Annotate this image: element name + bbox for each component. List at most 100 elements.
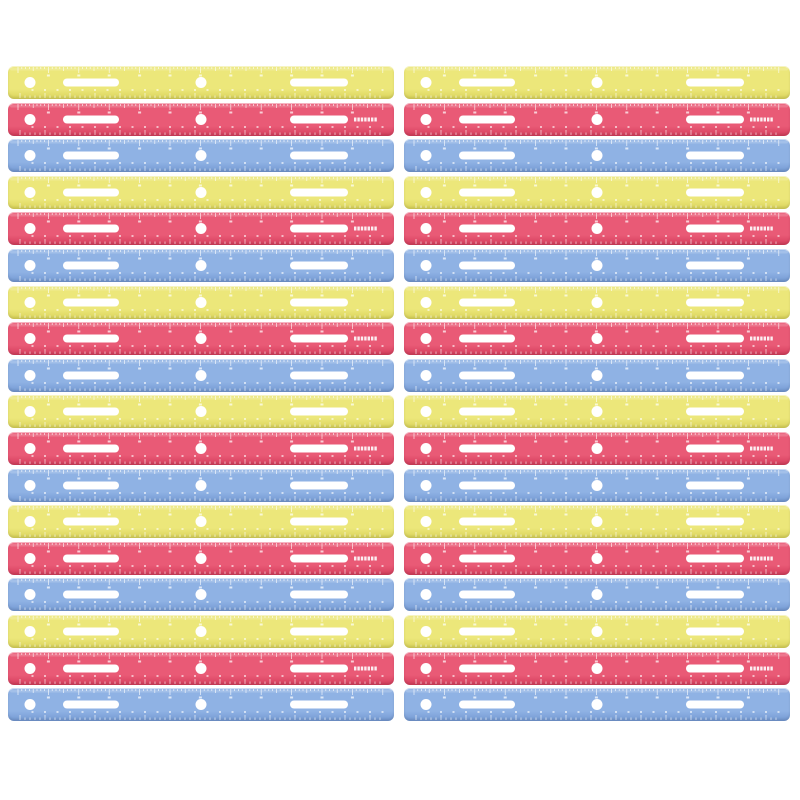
binder-slot <box>686 78 744 87</box>
binder-slot <box>290 700 348 709</box>
binder-slot <box>686 481 744 490</box>
ruler-red <box>404 541 790 575</box>
binder-slot <box>459 664 515 673</box>
ruler-red <box>8 651 394 685</box>
binder-slot <box>459 371 515 380</box>
binder-slot <box>290 590 348 599</box>
binder-slot <box>459 261 515 270</box>
round-hole <box>24 113 36 125</box>
ruler-yellow <box>404 615 790 648</box>
binder-slot <box>290 517 348 526</box>
binder-slot <box>686 407 744 416</box>
binder-slot <box>63 334 119 343</box>
binder-slot <box>459 444 515 453</box>
round-hole <box>195 552 207 564</box>
ruler-yellow <box>404 395 790 429</box>
binder-slot <box>290 627 348 636</box>
ruler-yellow <box>8 66 394 99</box>
binder-slot <box>459 554 515 563</box>
round-hole <box>195 516 207 528</box>
binder-slot <box>290 151 348 160</box>
round-hole <box>420 223 432 235</box>
ruler-yellow <box>404 505 790 539</box>
binder-slot <box>686 188 744 197</box>
binder-slot <box>686 151 744 160</box>
round-hole <box>24 699 36 711</box>
round-hole <box>195 223 207 235</box>
round-hole <box>420 626 432 637</box>
round-hole <box>195 77 207 88</box>
ruler-yellow <box>8 505 394 539</box>
round-hole <box>591 223 603 235</box>
ruler-yellow <box>404 285 790 319</box>
round-hole <box>420 186 432 198</box>
binder-slot <box>686 224 744 233</box>
round-hole <box>24 150 36 162</box>
ruler-blue <box>8 468 394 502</box>
ruler-yellow <box>404 66 790 99</box>
round-hole <box>420 333 432 345</box>
ruler-blue <box>404 688 790 722</box>
round-hole <box>591 552 603 564</box>
ruler-red <box>404 322 790 356</box>
ruler-blue <box>404 578 790 612</box>
round-hole <box>420 589 432 601</box>
round-hole <box>24 369 36 381</box>
binder-slot <box>459 627 515 636</box>
binder-slot <box>63 78 119 87</box>
binder-slot <box>63 224 119 233</box>
round-hole <box>195 662 207 674</box>
ruler-yellow <box>8 395 394 429</box>
round-hole <box>195 150 207 162</box>
round-hole <box>24 552 36 564</box>
binder-slot <box>290 481 348 490</box>
round-hole <box>195 626 207 637</box>
round-hole <box>24 333 36 345</box>
round-hole <box>591 186 603 198</box>
binder-slot <box>63 590 119 599</box>
brand-logo <box>354 226 377 231</box>
binder-slot <box>459 407 515 416</box>
binder-slot <box>686 700 744 709</box>
ruler-blue <box>404 468 790 502</box>
round-hole <box>24 260 36 271</box>
binder-slot <box>459 78 515 87</box>
binder-slot <box>290 188 348 197</box>
round-hole <box>24 406 36 418</box>
binder-slot <box>686 664 744 673</box>
round-hole <box>24 186 36 198</box>
round-hole <box>195 443 207 454</box>
brand-logo <box>750 446 773 451</box>
round-hole <box>24 443 36 454</box>
ruler-red <box>8 541 394 575</box>
round-hole <box>591 699 603 711</box>
binder-slot <box>686 554 744 563</box>
brand-logo <box>354 666 377 671</box>
binder-slot <box>290 261 348 270</box>
round-hole <box>24 626 36 637</box>
ruler-blue <box>8 358 394 392</box>
binder-slot <box>459 224 515 233</box>
round-hole <box>591 333 603 345</box>
round-hole <box>24 479 36 491</box>
binder-slot <box>459 115 515 124</box>
round-hole <box>591 77 603 88</box>
brand-logo <box>354 446 377 451</box>
binder-slot <box>290 664 348 673</box>
binder-slot <box>459 188 515 197</box>
round-hole <box>420 516 432 528</box>
binder-slot <box>459 590 515 599</box>
ruler-blue <box>404 249 790 282</box>
ruler-blue <box>404 139 790 173</box>
brand-logo <box>750 226 773 231</box>
round-hole <box>591 479 603 491</box>
round-hole <box>591 626 603 637</box>
ruler-blue <box>8 578 394 612</box>
binder-slot <box>63 444 119 453</box>
binder-slot <box>459 334 515 343</box>
binder-slot <box>686 517 744 526</box>
ruler-red <box>404 102 790 136</box>
binder-slot <box>63 517 119 526</box>
binder-slot <box>63 700 119 709</box>
